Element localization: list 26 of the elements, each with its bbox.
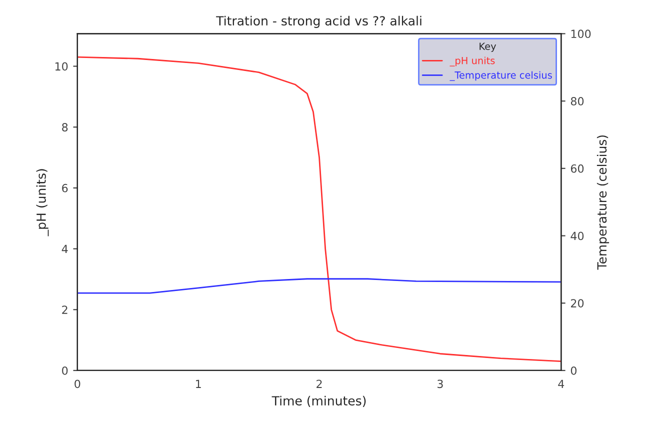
legend-title: Key [480,42,496,52]
x-tick-label: 1 [196,380,201,388]
y-tick-label: 0 [62,366,68,375]
x-tick-label: 0 [74,380,80,388]
y-tick-label: 10 [55,62,68,71]
y2-tick-label: 0 [570,366,577,375]
line-series [77,56,562,362]
x-tick-label: 4 [558,380,564,388]
line-series [77,278,562,294]
legend-label: _pH units [450,56,495,66]
y-tick-label: 8 [62,123,68,132]
y-tick-label: 6 [62,184,68,192]
y2-tick-label: 60 [570,164,584,173]
x-tick-label: 2 [316,380,322,388]
y2-tick-label: 80 [570,97,584,106]
y2-tick-label: 40 [570,232,584,240]
legend-label: _Temperature celsius [450,71,552,81]
chart-title: Titration - strong acid vs ?? alkali [216,16,422,28]
y2-tick-label: 20 [570,299,584,308]
y-tick-label: 4 [62,244,68,254]
y-tick-label: 2 [62,306,68,314]
y-axis-title: _pH (units) [36,169,49,236]
x-axis-title: Time (minutes) [272,396,366,407]
x-tick-label: 3 [438,380,443,388]
y2-axis-title: Temperature (celsius) [596,135,610,270]
y2-tick-label: 100 [571,30,591,38]
